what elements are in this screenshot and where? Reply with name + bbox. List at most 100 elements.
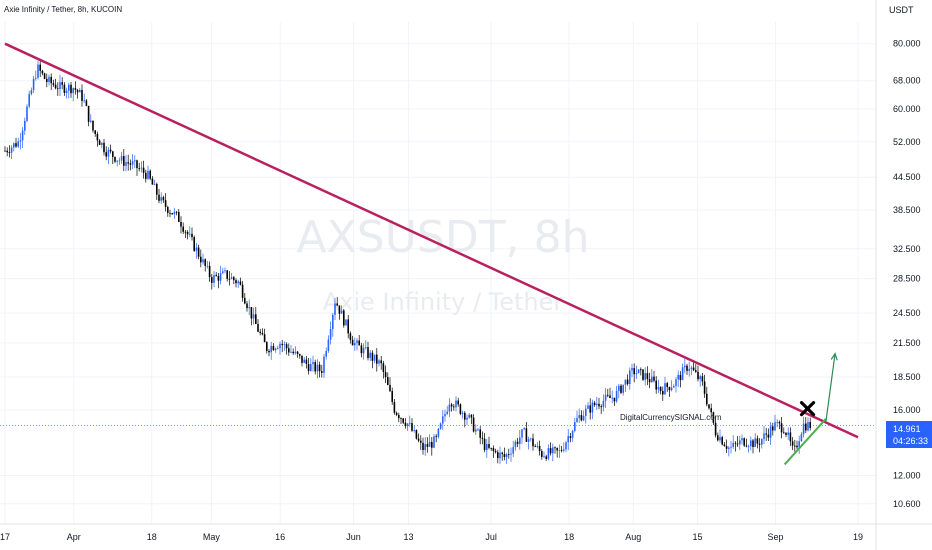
candle-body: [657, 386, 660, 390]
candle-body: [389, 385, 391, 392]
candle-body: [800, 434, 803, 442]
candle-body: [398, 414, 400, 419]
price-tag-countdown: 04:26:33: [893, 436, 928, 446]
candle-body: [266, 342, 268, 351]
candle-body: [373, 354, 376, 361]
candle-body: [215, 275, 217, 277]
current-price-tag: 14.961 04:26:33: [886, 421, 932, 448]
candle-body: [778, 421, 781, 424]
candle-body: [404, 422, 407, 427]
candle-body: [492, 448, 495, 452]
candle-body: [158, 194, 160, 201]
candle-body: [52, 83, 55, 85]
candle-body: [382, 363, 385, 373]
candle-body: [521, 429, 523, 438]
candle-body: [798, 441, 800, 448]
candle-body: [96, 133, 99, 141]
candle-body: [35, 77, 37, 79]
time-axis[interactable]: 17 Apr 18 May 16 Jun 13 Jul 18 Aug 15 Sep 19: [0, 523, 932, 542]
candle-body: [164, 200, 167, 207]
support-line[interactable]: [783, 418, 827, 466]
candle-body: [37, 64, 39, 78]
candle-body: [307, 364, 310, 372]
candle-body: [783, 432, 785, 434]
candle-body: [226, 270, 228, 279]
candle-body: [620, 385, 622, 393]
candle-body: [637, 369, 640, 374]
candle-body: [310, 364, 312, 372]
candle-body: [59, 82, 61, 90]
candle-body: [292, 351, 294, 354]
candle-body: [334, 303, 336, 315]
candle-body: [651, 376, 653, 383]
brand-annotation: DigitalCurrencySIGNAL.com: [620, 413, 722, 422]
candle-body: [283, 344, 286, 346]
candle-body: [640, 369, 642, 371]
candle-body: [277, 348, 279, 349]
candle-body: [776, 421, 778, 423]
candle-body: [127, 162, 129, 164]
candle-body: [219, 273, 222, 281]
candle-body: [574, 422, 576, 431]
candle-body: [629, 370, 631, 385]
candle-body: [281, 343, 283, 345]
candle-body: [230, 277, 233, 279]
candle-body: [739, 440, 741, 445]
candle-body: [76, 89, 79, 93]
candle-body: [272, 345, 275, 351]
y-tick-label: 44.500: [893, 172, 921, 182]
candle-body: [118, 160, 121, 162]
candle-body: [514, 441, 517, 448]
candle-body: [413, 429, 415, 431]
candle-body: [752, 440, 754, 447]
candle-body: [582, 415, 585, 421]
candle-body: [457, 400, 459, 405]
y-tick-label: 32.500: [893, 244, 921, 254]
y-tick-label: 18.500: [893, 372, 921, 382]
candle-body: [494, 451, 497, 453]
candle-body: [142, 167, 145, 173]
candle-body: [32, 78, 35, 91]
candle-body: [479, 429, 481, 438]
candle-body: [255, 314, 257, 324]
candle-body: [241, 284, 244, 298]
candle-body: [189, 233, 191, 235]
candle-body: [470, 414, 473, 418]
candle-body: [497, 452, 499, 459]
candle-body: [796, 445, 798, 448]
candle-body: [664, 383, 666, 395]
candle-body: [587, 405, 589, 409]
candle-body: [252, 314, 255, 319]
candle-body: [600, 406, 602, 408]
candle-body: [26, 106, 28, 121]
candle-body: [246, 303, 248, 309]
candle-body: [248, 307, 250, 309]
y-tick-label: 60.000: [893, 104, 921, 114]
candle-body: [791, 441, 794, 446]
candle-body: [679, 374, 682, 381]
candle-body: [316, 364, 319, 372]
downtrend-line[interactable]: [4, 42, 859, 439]
candle-body: [580, 415, 583, 421]
candle-body: [103, 142, 105, 153]
price-axis[interactable]: 80.000 68.000 60.000 52.000 44.500 38.500 32.5…: [875, 0, 921, 550]
candle-body: [697, 371, 699, 380]
watermark: AXSUSDT, 8h Axie Infinity / Tether: [297, 212, 590, 316]
candle-body: [736, 443, 739, 445]
candle-body: [156, 183, 158, 195]
candle-body: [431, 442, 433, 448]
candle-body: [516, 441, 519, 444]
candle-body: [510, 453, 512, 455]
candle-body: [747, 446, 750, 448]
candle-body: [250, 307, 253, 319]
candle-body: [21, 130, 24, 141]
candle-body: [525, 428, 528, 442]
candle-body: [428, 442, 431, 447]
candle-body: [681, 367, 684, 381]
candle-body: [767, 434, 770, 438]
y-tick-label: 52.000: [893, 137, 921, 147]
candle-body: [202, 259, 204, 263]
candle-body: [732, 442, 734, 447]
candle-body: [65, 90, 68, 93]
